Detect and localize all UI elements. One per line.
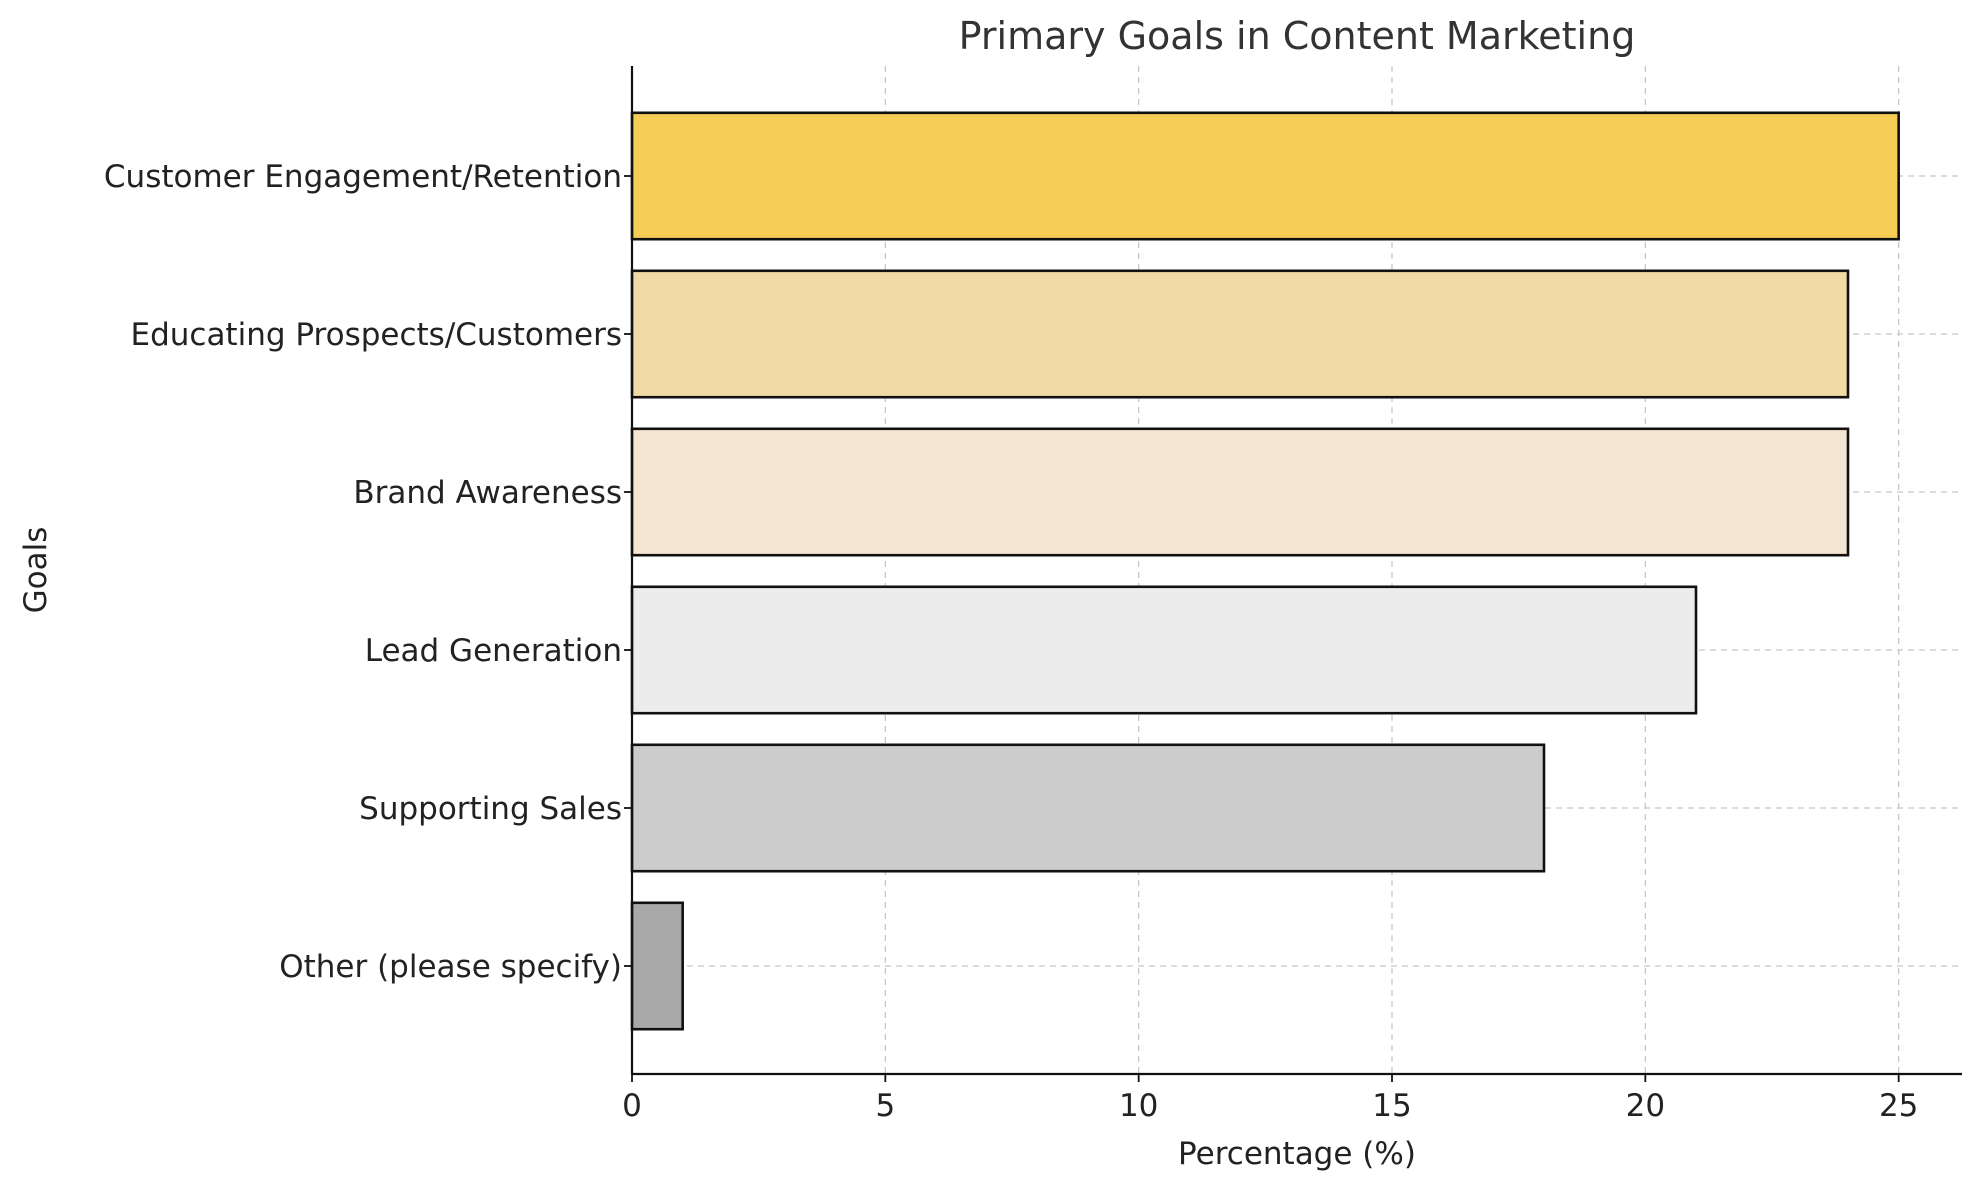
y-axis-ticks: Customer Engagement/Retention Educating P…	[104, 159, 632, 985]
bar	[630, 901, 684, 1031]
x-tick-label: 0	[622, 1088, 642, 1124]
x-tick-label: 15	[1372, 1088, 1411, 1124]
x-tick-label: 20	[1626, 1088, 1665, 1124]
bar	[630, 585, 1698, 715]
x-tick-label: 5	[875, 1088, 895, 1124]
bar	[630, 269, 1850, 399]
y-tick-label: Educating Prospects/Customers	[130, 317, 622, 353]
bars	[630, 111, 1900, 1031]
x-axis-ticks: 0 5 10 15 20 25	[622, 1074, 1918, 1124]
bar	[630, 743, 1546, 873]
y-tick-label: Supporting Sales	[359, 791, 622, 827]
y-axis-title: Goals	[18, 527, 54, 614]
y-tick-label: Customer Engagement/Retention	[104, 159, 622, 195]
chart-title: Primary Goals in Content Marketing	[959, 14, 1636, 58]
axes	[630, 66, 1962, 1076]
x-tick-label: 25	[1879, 1088, 1918, 1124]
bar	[630, 111, 1900, 241]
x-tick-label: 10	[1119, 1088, 1158, 1124]
y-tick-label: Brand Awareness	[353, 475, 622, 511]
y-tick-label: Lead Generation	[365, 633, 622, 669]
x-axis-title: Percentage (%)	[1178, 1136, 1416, 1172]
bar	[630, 427, 1850, 557]
y-tick-label: Other (please specify)	[279, 949, 622, 985]
